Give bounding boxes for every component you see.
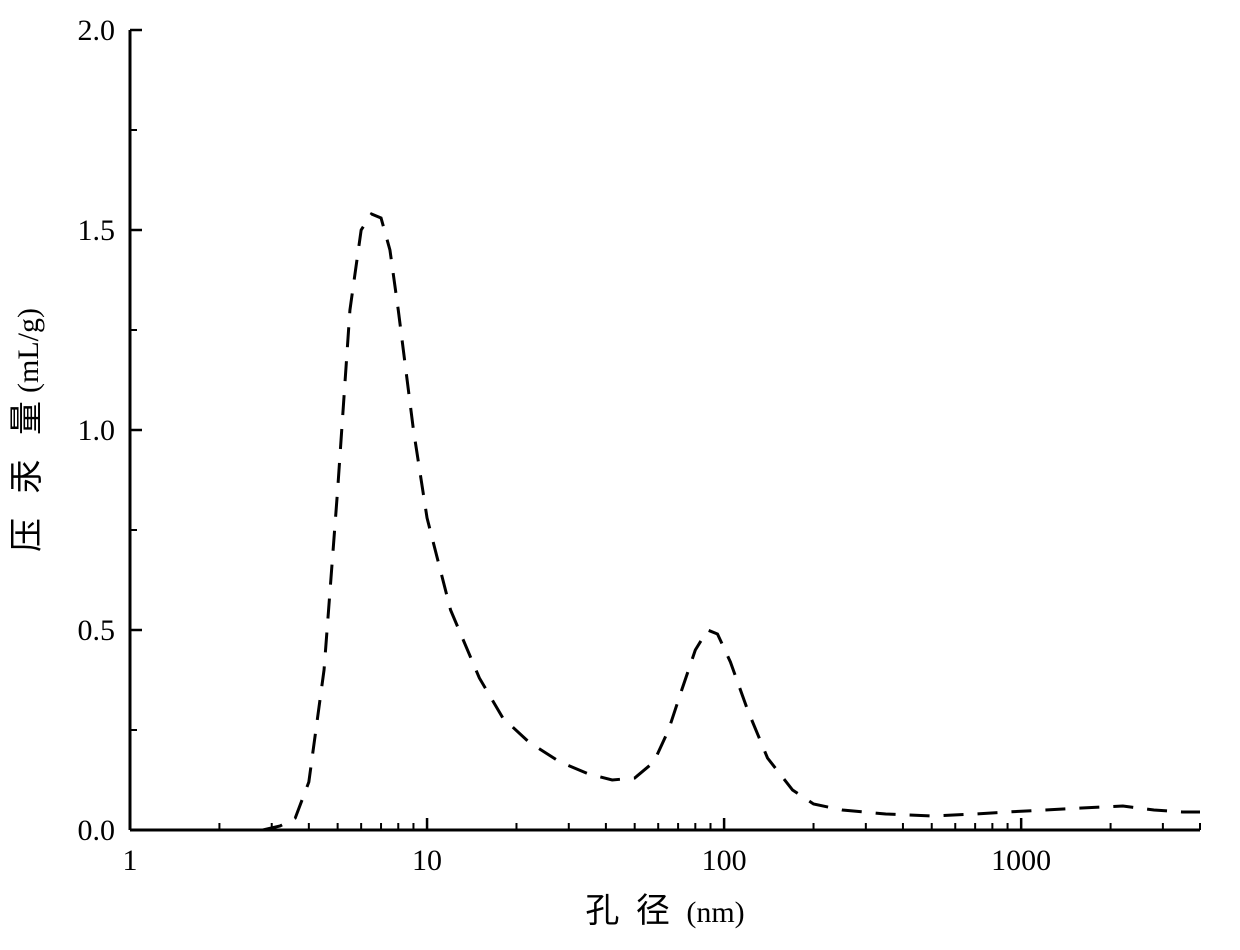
x-tick-label: 10 [412, 844, 442, 877]
y-tick-label: 1.5 [78, 214, 116, 247]
y-tick-label: 0.5 [78, 614, 116, 647]
x-tick-label: 1 [123, 844, 138, 877]
x-tick-label: 100 [702, 844, 747, 877]
series-pore-size-distribution [263, 214, 1200, 830]
y-tick-label: 2.0 [78, 14, 116, 47]
y-tick-label: 0.0 [78, 814, 116, 847]
chart-container: 1 10 100 1000 0.0 0.5 1.0 1.5 2.0 孔 径 (nm) 压 汞 量(m… [0, 0, 1240, 950]
x-axis-label: 孔 径 (nm) [585, 892, 744, 930]
x-tick-label: 1000 [991, 844, 1051, 877]
pore-distribution-chart: 1 10 100 1000 0.0 0.5 1.0 1.5 2.0 孔 径 (nm) 压 汞 量(m… [0, 0, 1240, 950]
y-axis-label: 压 汞 量(mL/g) [9, 308, 46, 552]
y-tick-label: 1.0 [78, 414, 116, 447]
